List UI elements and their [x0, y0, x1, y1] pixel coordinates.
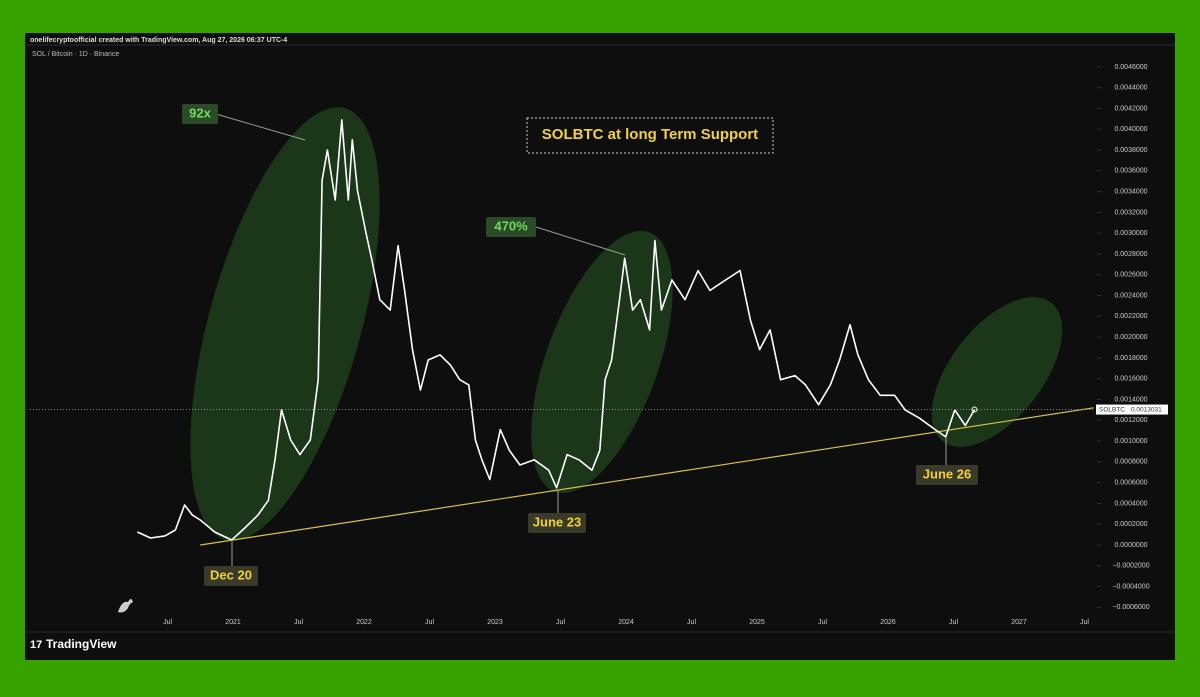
plot: 0.0046000 0.0044000 0.0042000 0.0040000 0.00… — [30, 64, 1168, 626]
title-box — [526, 117, 774, 154]
x-tick-label: Jul — [687, 619, 696, 626]
x-tick-label: Jul — [163, 619, 172, 626]
annotation: June 26 — [923, 466, 971, 481]
annotation-box — [528, 513, 586, 533]
y-tick-label: 0.0012000 — [1114, 417, 1147, 424]
highlight-ellipse — [931, 297, 1063, 447]
y-tick-label: 0.0030000 — [1114, 230, 1147, 237]
y-tick-label: 0.0028000 — [1114, 251, 1147, 258]
y-tick-label: 0.0008000 — [1114, 459, 1147, 466]
x-tick-label: 2022 — [356, 619, 372, 626]
y-tick-label: 0.0014000 — [1114, 396, 1147, 403]
price-tag — [1096, 404, 1168, 415]
y-tick-label: 0.0004000 — [1114, 500, 1147, 507]
x-tick-label: 2027 — [1011, 619, 1027, 626]
highlight-ellipse — [190, 107, 380, 541]
x-tick-label: 2024 — [618, 619, 634, 626]
price-tag-value: 0.0013031 — [1131, 406, 1162, 413]
y-tick-label: 0.0020000 — [1114, 334, 1147, 341]
y-tick-label: 0.0036000 — [1114, 168, 1147, 175]
y-tick-label: 0.0024000 — [1114, 292, 1147, 299]
y-tick-label: 0.0046000 — [1114, 64, 1147, 71]
annotation: Dec 20 — [210, 567, 252, 582]
y-tick-label: 0.0022000 — [1114, 313, 1147, 320]
x-tick-label: Jul — [294, 619, 303, 626]
x-tick-label: 2025 — [749, 619, 765, 626]
x-tick-label: Jul — [949, 619, 958, 626]
x-tick-label: 2023 — [487, 619, 503, 626]
annotation: June 23 — [533, 514, 581, 529]
y-tick-label: 0.0010000 — [1114, 438, 1147, 445]
leader-line — [215, 113, 306, 141]
y-tick-label: 0.0042000 — [1114, 105, 1147, 112]
x-tick-label: 2021 — [225, 619, 241, 626]
y-tick-label: −0.0006000 — [1112, 604, 1149, 611]
x-tick-label: Jul — [425, 619, 434, 626]
y-tick-label: 0.0040000 — [1114, 126, 1147, 133]
y-tick-label: 0.0044000 — [1114, 85, 1147, 92]
x-tick-label: Jul — [1080, 619, 1089, 626]
annotation-box — [204, 566, 258, 586]
annotation-box — [916, 465, 978, 485]
price-tag-symbol: SOLBTC — [1099, 406, 1125, 413]
x-tick-label: Jul — [556, 619, 565, 626]
last-point — [971, 406, 978, 413]
y-tick-label: 0.0032000 — [1114, 209, 1147, 216]
annotation-box — [182, 104, 218, 124]
y-tick-label: 0.0000000 — [1114, 542, 1147, 549]
annotation-box — [486, 217, 536, 237]
annotation: 470% — [494, 218, 528, 233]
y-tick-label: 0.0018000 — [1114, 355, 1147, 362]
leader-line — [535, 226, 626, 256]
y-tick-label: −0.0002000 — [1112, 563, 1149, 570]
y-tick-label: 0.0016000 — [1114, 376, 1147, 383]
subtitle: SOL / Bitcoin · 1D · Binance — [32, 51, 119, 58]
x-tick-label: 2026 — [880, 619, 896, 626]
x-tick-label: Jul — [818, 619, 827, 626]
header: onelifecryptoofficial created with Tradi… — [30, 37, 287, 44]
price-line — [137, 119, 976, 541]
y-tick-label: 0.0006000 — [1114, 479, 1147, 486]
annotation: 92x — [189, 105, 211, 120]
y-tick-label: 0.0038000 — [1114, 147, 1147, 154]
chart-title: SOLBTC at long Term Support — [542, 126, 758, 143]
brand: TradingView — [46, 637, 117, 651]
y-tick-label: −0.0004000 — [1112, 583, 1149, 590]
y-tick-label: 0.0002000 — [1114, 521, 1147, 528]
brand-mark: 17 — [30, 639, 42, 651]
y-tick-label: 0.0026000 — [1114, 272, 1147, 279]
logo-icon — [118, 599, 133, 613]
highlight-ellipse — [531, 230, 673, 494]
y-tick-label: 0.0034000 — [1114, 188, 1147, 195]
trend-line — [200, 407, 1094, 546]
